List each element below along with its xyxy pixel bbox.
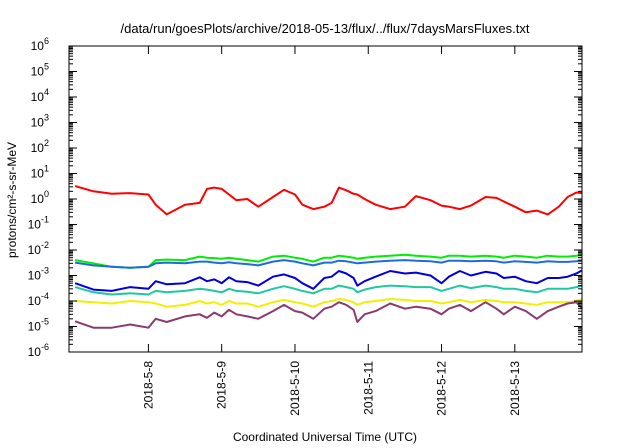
- series-line-4: [74, 269, 583, 292]
- x-axis-label: Coordinated Universal Time (UTC): [233, 430, 417, 444]
- plot-frame: [68, 45, 583, 353]
- series-line-1: [74, 185, 583, 216]
- y-tick-label: 100: [31, 189, 49, 206]
- y-tick-label: 10-5: [28, 317, 49, 334]
- series-line-5: [74, 284, 583, 296]
- x-tick-label: 2018-5-8: [141, 361, 155, 409]
- y-tick-label: 103: [31, 113, 49, 130]
- axes-layer: 10-6 10-5 10-4 10-3 10-2 10-1 100 101 102 103 104 1…: [28, 36, 582, 416]
- series-line-7: [74, 301, 583, 329]
- y-tick-label: 10-6: [28, 342, 49, 359]
- y-tick-label: 102: [31, 138, 49, 155]
- x-tick-label: 2018-5-12: [435, 361, 449, 416]
- y-tick-label: 101: [31, 164, 49, 181]
- y-tick-label: 104: [31, 87, 49, 104]
- series-line-6: [75, 298, 583, 308]
- x-tick-label: 2018-5-10: [288, 361, 302, 416]
- x-tick-label: 2018-5-13: [508, 361, 522, 416]
- x-tick-label: 2018-5-11: [361, 361, 375, 415]
- y-tick-label: 106: [31, 36, 49, 53]
- y-tick-label: 10-4: [28, 291, 49, 308]
- x-tick-label: 2018-5-9: [215, 361, 229, 409]
- y-tick-label: 105: [31, 62, 49, 79]
- y-tick-label: 10-3: [28, 266, 49, 283]
- chart-title: /data/run/goesPlots/archive/2018-05-13/f…: [121, 21, 530, 36]
- series-line-2: [74, 253, 583, 269]
- y-axis-label: protons/cm²-s-sr-MeV: [5, 142, 19, 258]
- series-layer: [74, 185, 583, 329]
- y-tick-label: 10-2: [28, 240, 49, 257]
- y-tick-label: 10-1: [28, 215, 49, 232]
- series-line-3: [74, 259, 583, 269]
